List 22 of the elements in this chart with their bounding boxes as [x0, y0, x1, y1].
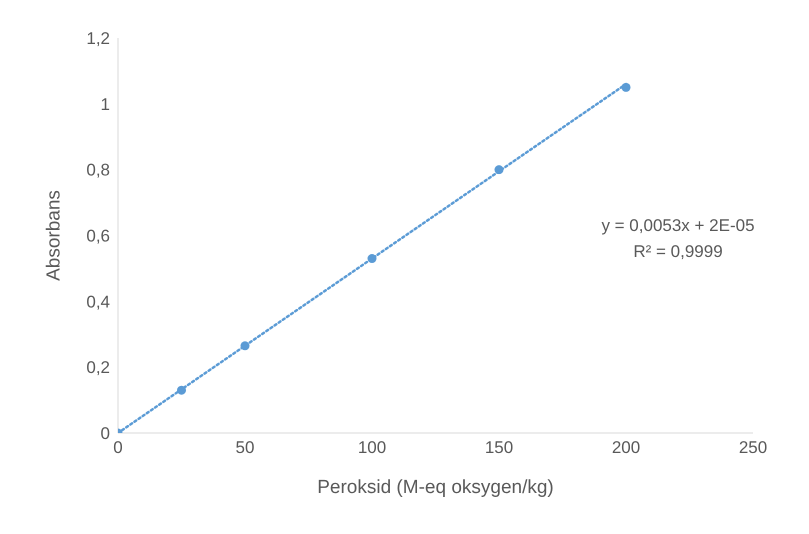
x-axis-title: Peroksid (M-eq oksygen/kg)	[317, 477, 554, 498]
y-tick-label: 0,2	[86, 358, 110, 378]
x-tick-label: 150	[484, 438, 514, 458]
x-tick-label: 50	[236, 438, 254, 458]
y-tick-label: 1	[100, 94, 110, 114]
y-tick-label: 1,2	[86, 29, 110, 48]
y-tick-label: 0,6	[86, 226, 110, 246]
point	[176, 386, 186, 395]
y-tick-label: 0	[100, 424, 110, 444]
annotation: y = 0,0053x + 2E-05	[600, 215, 756, 237]
x-tick-label: 0	[113, 438, 123, 458]
y-tick-label: 0,8	[86, 160, 110, 180]
point	[621, 82, 631, 92]
point	[494, 165, 504, 174]
x-tick-label: 200	[612, 438, 640, 458]
x-tick-label: 100	[358, 438, 386, 458]
point	[367, 254, 377, 264]
point	[240, 341, 250, 350]
annotation: R² = 0,9999	[632, 241, 724, 263]
y-axis-title: Absorbans	[44, 190, 65, 281]
x-tick-label: 250	[738, 438, 768, 458]
y-tick-label: 0,4	[86, 292, 110, 312]
